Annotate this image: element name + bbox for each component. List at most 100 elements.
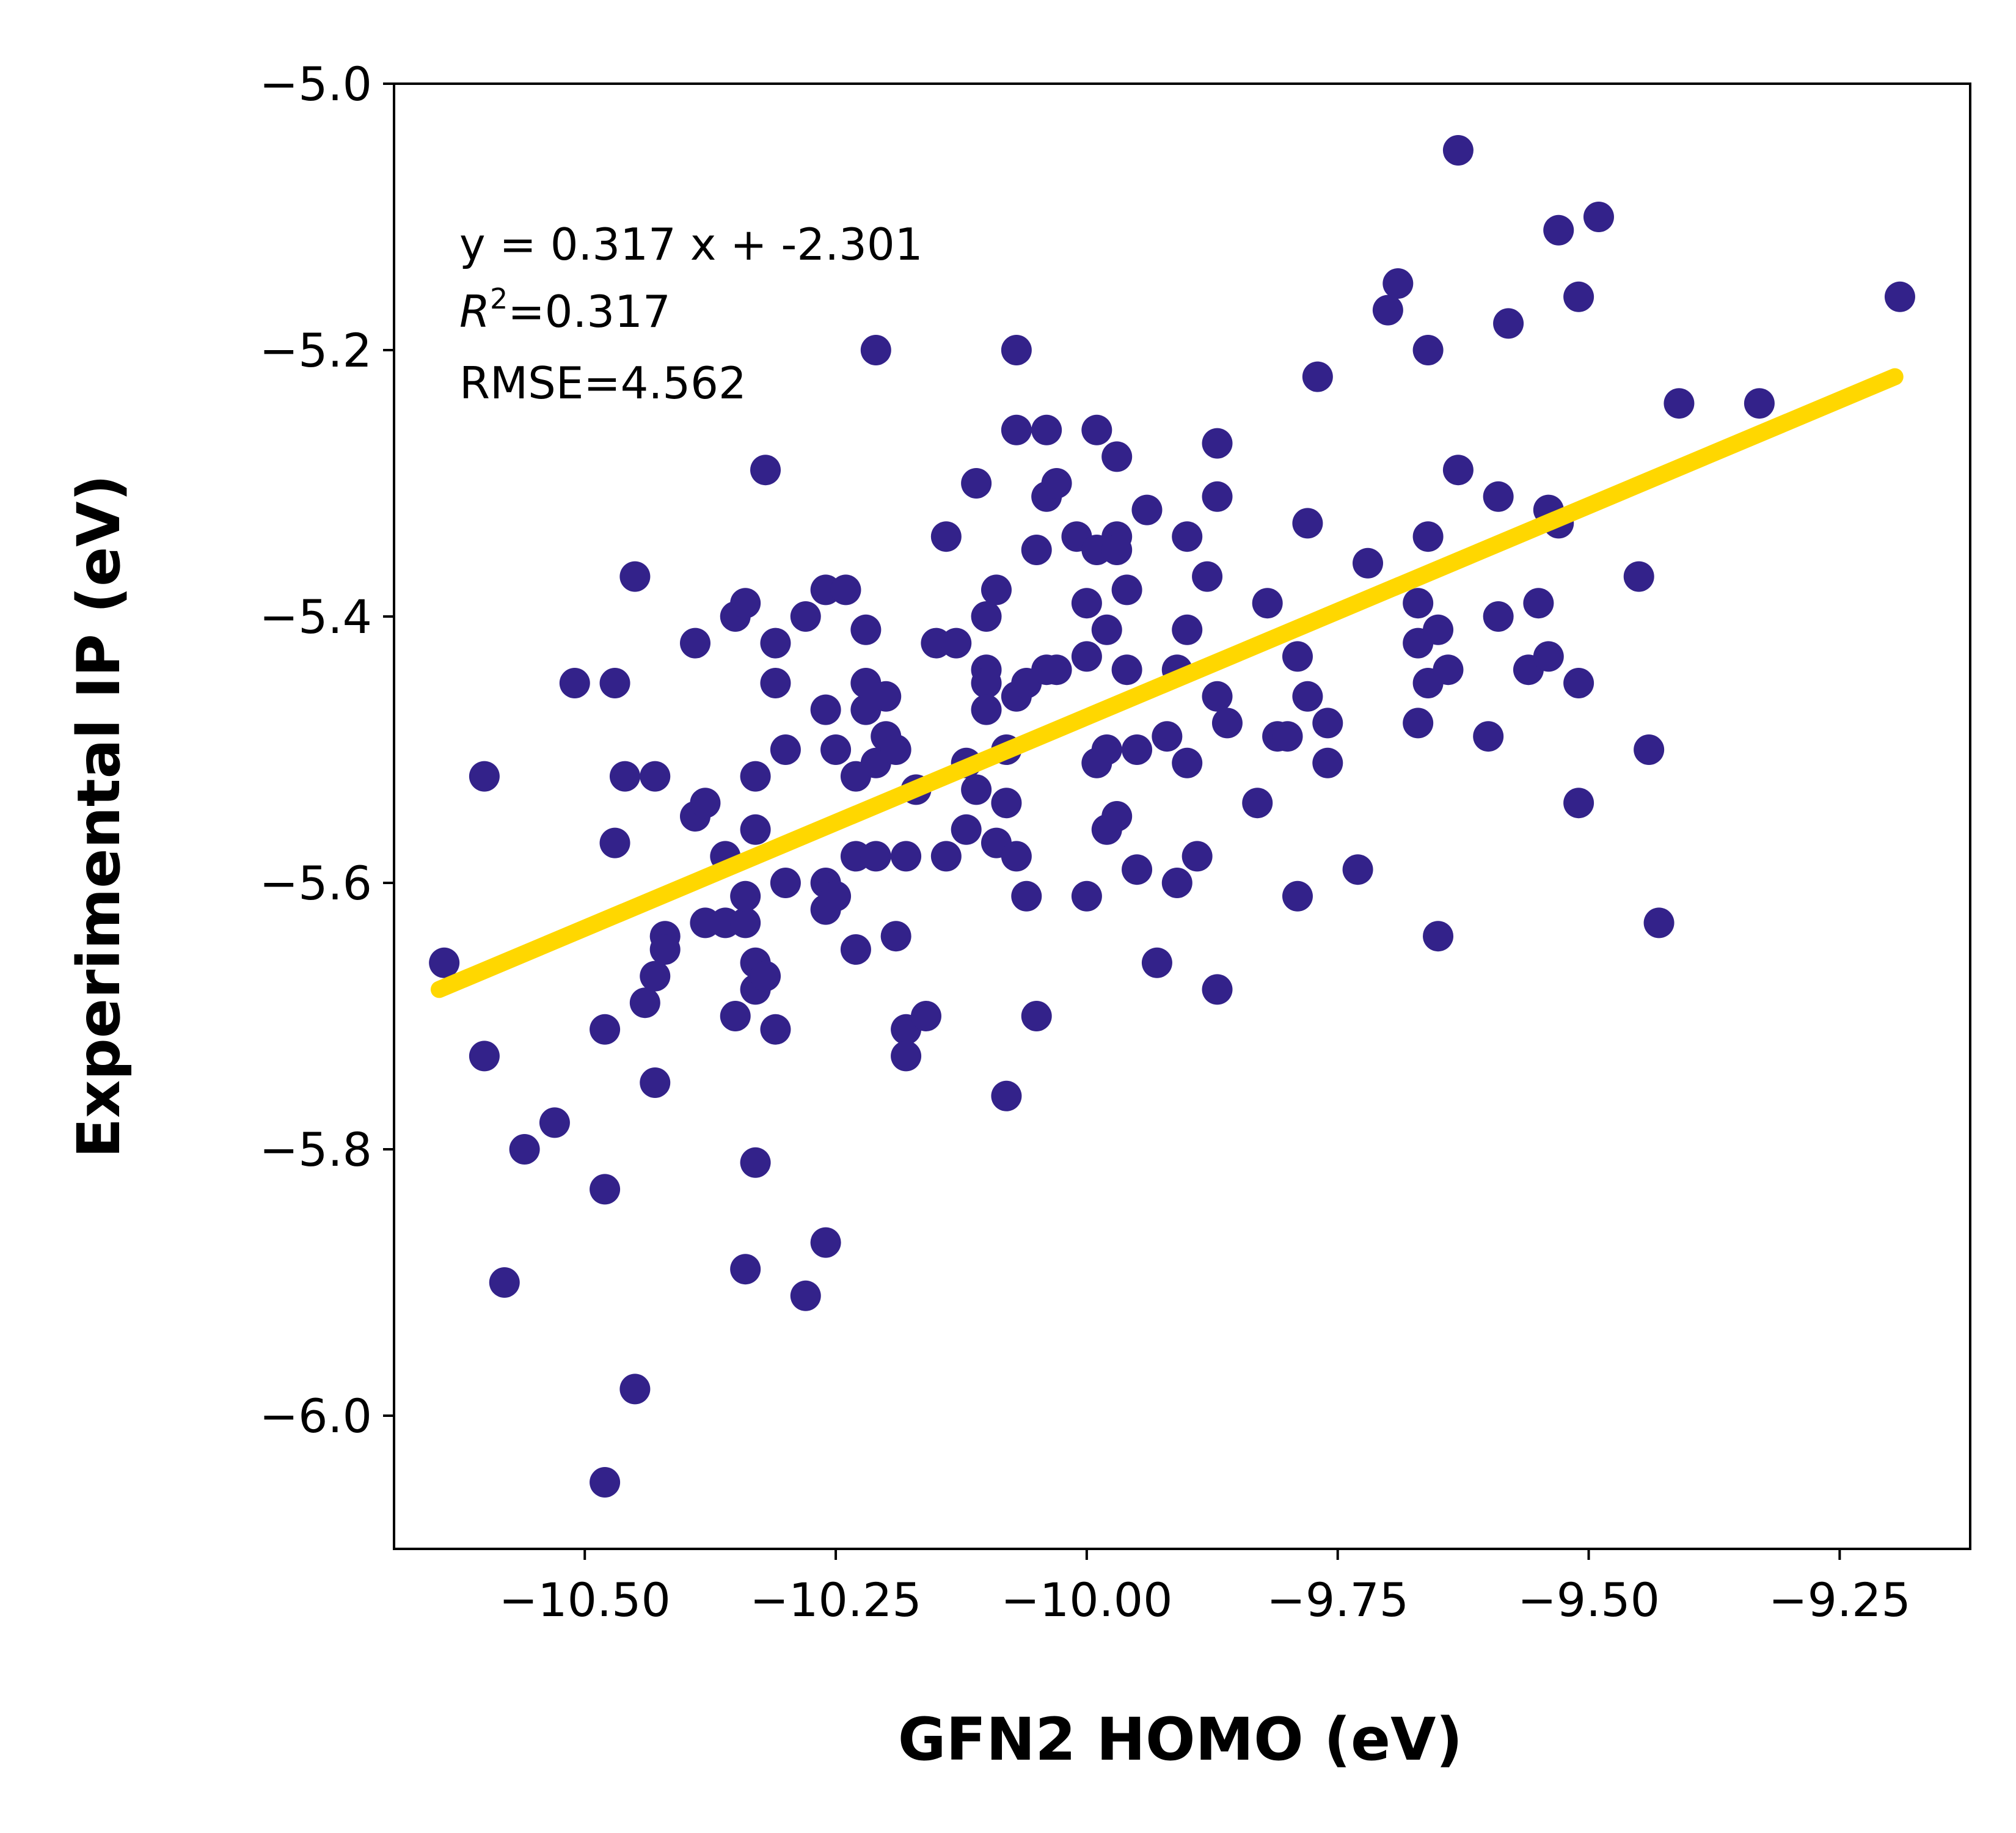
scatter-points bbox=[429, 135, 1915, 1498]
data-point bbox=[619, 561, 651, 592]
data-point bbox=[1272, 721, 1303, 752]
data-point bbox=[1161, 868, 1192, 898]
data-point bbox=[640, 761, 671, 792]
data-point bbox=[1202, 481, 1233, 512]
data-point bbox=[1001, 414, 1032, 445]
data-point bbox=[1634, 734, 1665, 765]
data-point bbox=[1211, 708, 1243, 739]
data-point bbox=[880, 921, 911, 952]
r2-annotation: R2=0.317 bbox=[459, 282, 671, 337]
data-point bbox=[930, 841, 962, 872]
data-point bbox=[590, 1174, 621, 1205]
data-point bbox=[1081, 414, 1112, 445]
data-point bbox=[539, 1107, 570, 1138]
data-point bbox=[1292, 508, 1323, 539]
data-point bbox=[910, 1001, 941, 1031]
data-point bbox=[1312, 708, 1343, 739]
y-axis-title: Experimental IP (eV) bbox=[65, 475, 133, 1158]
data-point bbox=[1523, 588, 1554, 619]
rmse-annotation: RMSE=4.562 bbox=[459, 357, 747, 409]
data-point bbox=[1312, 747, 1343, 778]
data-point bbox=[559, 668, 590, 698]
data-point bbox=[961, 774, 992, 805]
x-axis-title: GFN2 HOMO (eV) bbox=[898, 1705, 1463, 1774]
data-point bbox=[1101, 535, 1133, 565]
data-point bbox=[730, 1254, 761, 1285]
data-point bbox=[1483, 481, 1514, 512]
x-tick-label: −9.50 bbox=[1517, 1573, 1660, 1627]
data-point bbox=[1442, 455, 1474, 486]
data-point bbox=[1403, 708, 1434, 739]
data-point bbox=[951, 814, 982, 845]
y-tick-label: −5.4 bbox=[259, 590, 372, 644]
data-point bbox=[1744, 388, 1775, 419]
r2-value: =0.317 bbox=[508, 286, 670, 337]
data-point bbox=[1382, 268, 1414, 299]
data-point bbox=[1473, 721, 1504, 752]
data-point bbox=[1353, 547, 1384, 579]
data-point bbox=[640, 960, 671, 992]
data-point bbox=[1021, 535, 1052, 565]
data-point bbox=[981, 574, 1012, 606]
data-point bbox=[1172, 747, 1203, 778]
data-point bbox=[891, 841, 922, 872]
data-point bbox=[1433, 654, 1464, 686]
data-point bbox=[820, 880, 852, 912]
data-point bbox=[1884, 281, 1915, 312]
x-tick-label: −9.25 bbox=[1769, 1573, 1911, 1627]
data-point bbox=[790, 601, 821, 632]
data-point bbox=[609, 761, 640, 792]
data-point bbox=[1412, 335, 1444, 365]
data-point bbox=[740, 761, 771, 792]
data-point bbox=[1111, 574, 1142, 606]
data-point bbox=[1011, 880, 1042, 912]
data-point bbox=[1202, 974, 1233, 1005]
data-point bbox=[730, 880, 761, 912]
y-tick-label: −5.0 bbox=[259, 57, 372, 111]
data-point bbox=[740, 1147, 771, 1178]
data-point bbox=[599, 827, 630, 858]
data-point bbox=[820, 734, 852, 765]
data-point bbox=[649, 934, 681, 965]
fit-line bbox=[430, 368, 1904, 998]
data-point bbox=[1181, 841, 1213, 872]
data-point bbox=[750, 960, 781, 992]
data-point bbox=[469, 761, 500, 792]
data-point bbox=[871, 681, 902, 712]
data-point bbox=[469, 1041, 500, 1072]
data-point bbox=[1282, 880, 1313, 912]
data-point bbox=[810, 1227, 841, 1258]
y-tick-label: −5.8 bbox=[259, 1122, 372, 1177]
data-point bbox=[1563, 668, 1594, 698]
data-point bbox=[760, 668, 791, 698]
data-point bbox=[679, 627, 710, 659]
data-point bbox=[1493, 308, 1524, 339]
equation-annotation: y = 0.317 x + -2.301 bbox=[459, 219, 923, 270]
data-point bbox=[640, 1067, 671, 1098]
data-point bbox=[1533, 641, 1564, 672]
r2-symbol: R bbox=[459, 286, 490, 337]
data-point bbox=[599, 668, 630, 698]
data-point bbox=[1403, 588, 1434, 619]
y-axis-ticks: −5.0 −5.2 −5.4 −5.6 −5.8 −6.0 bbox=[259, 57, 394, 1443]
data-point bbox=[1192, 561, 1223, 592]
data-point bbox=[1342, 854, 1373, 885]
y-tick-label: −6.0 bbox=[259, 1389, 372, 1443]
data-point bbox=[1101, 441, 1133, 472]
x-axis-ticks: −10.50 −10.25 −10.00 −9.75 −9.50 −9.25 bbox=[499, 1549, 1911, 1627]
data-point bbox=[590, 1014, 621, 1045]
data-point bbox=[971, 668, 1002, 698]
data-point bbox=[1292, 681, 1323, 712]
data-point bbox=[1172, 614, 1203, 645]
data-point bbox=[1302, 361, 1333, 392]
data-point bbox=[1442, 135, 1474, 166]
data-point bbox=[1122, 854, 1153, 885]
data-point bbox=[1202, 681, 1233, 712]
data-point bbox=[1563, 788, 1594, 819]
data-point bbox=[860, 335, 891, 365]
data-point bbox=[1583, 202, 1614, 232]
x-tick-label: −10.25 bbox=[750, 1573, 921, 1627]
x-tick-label: −9.75 bbox=[1266, 1573, 1409, 1627]
data-point bbox=[961, 468, 992, 499]
data-point bbox=[730, 907, 761, 938]
